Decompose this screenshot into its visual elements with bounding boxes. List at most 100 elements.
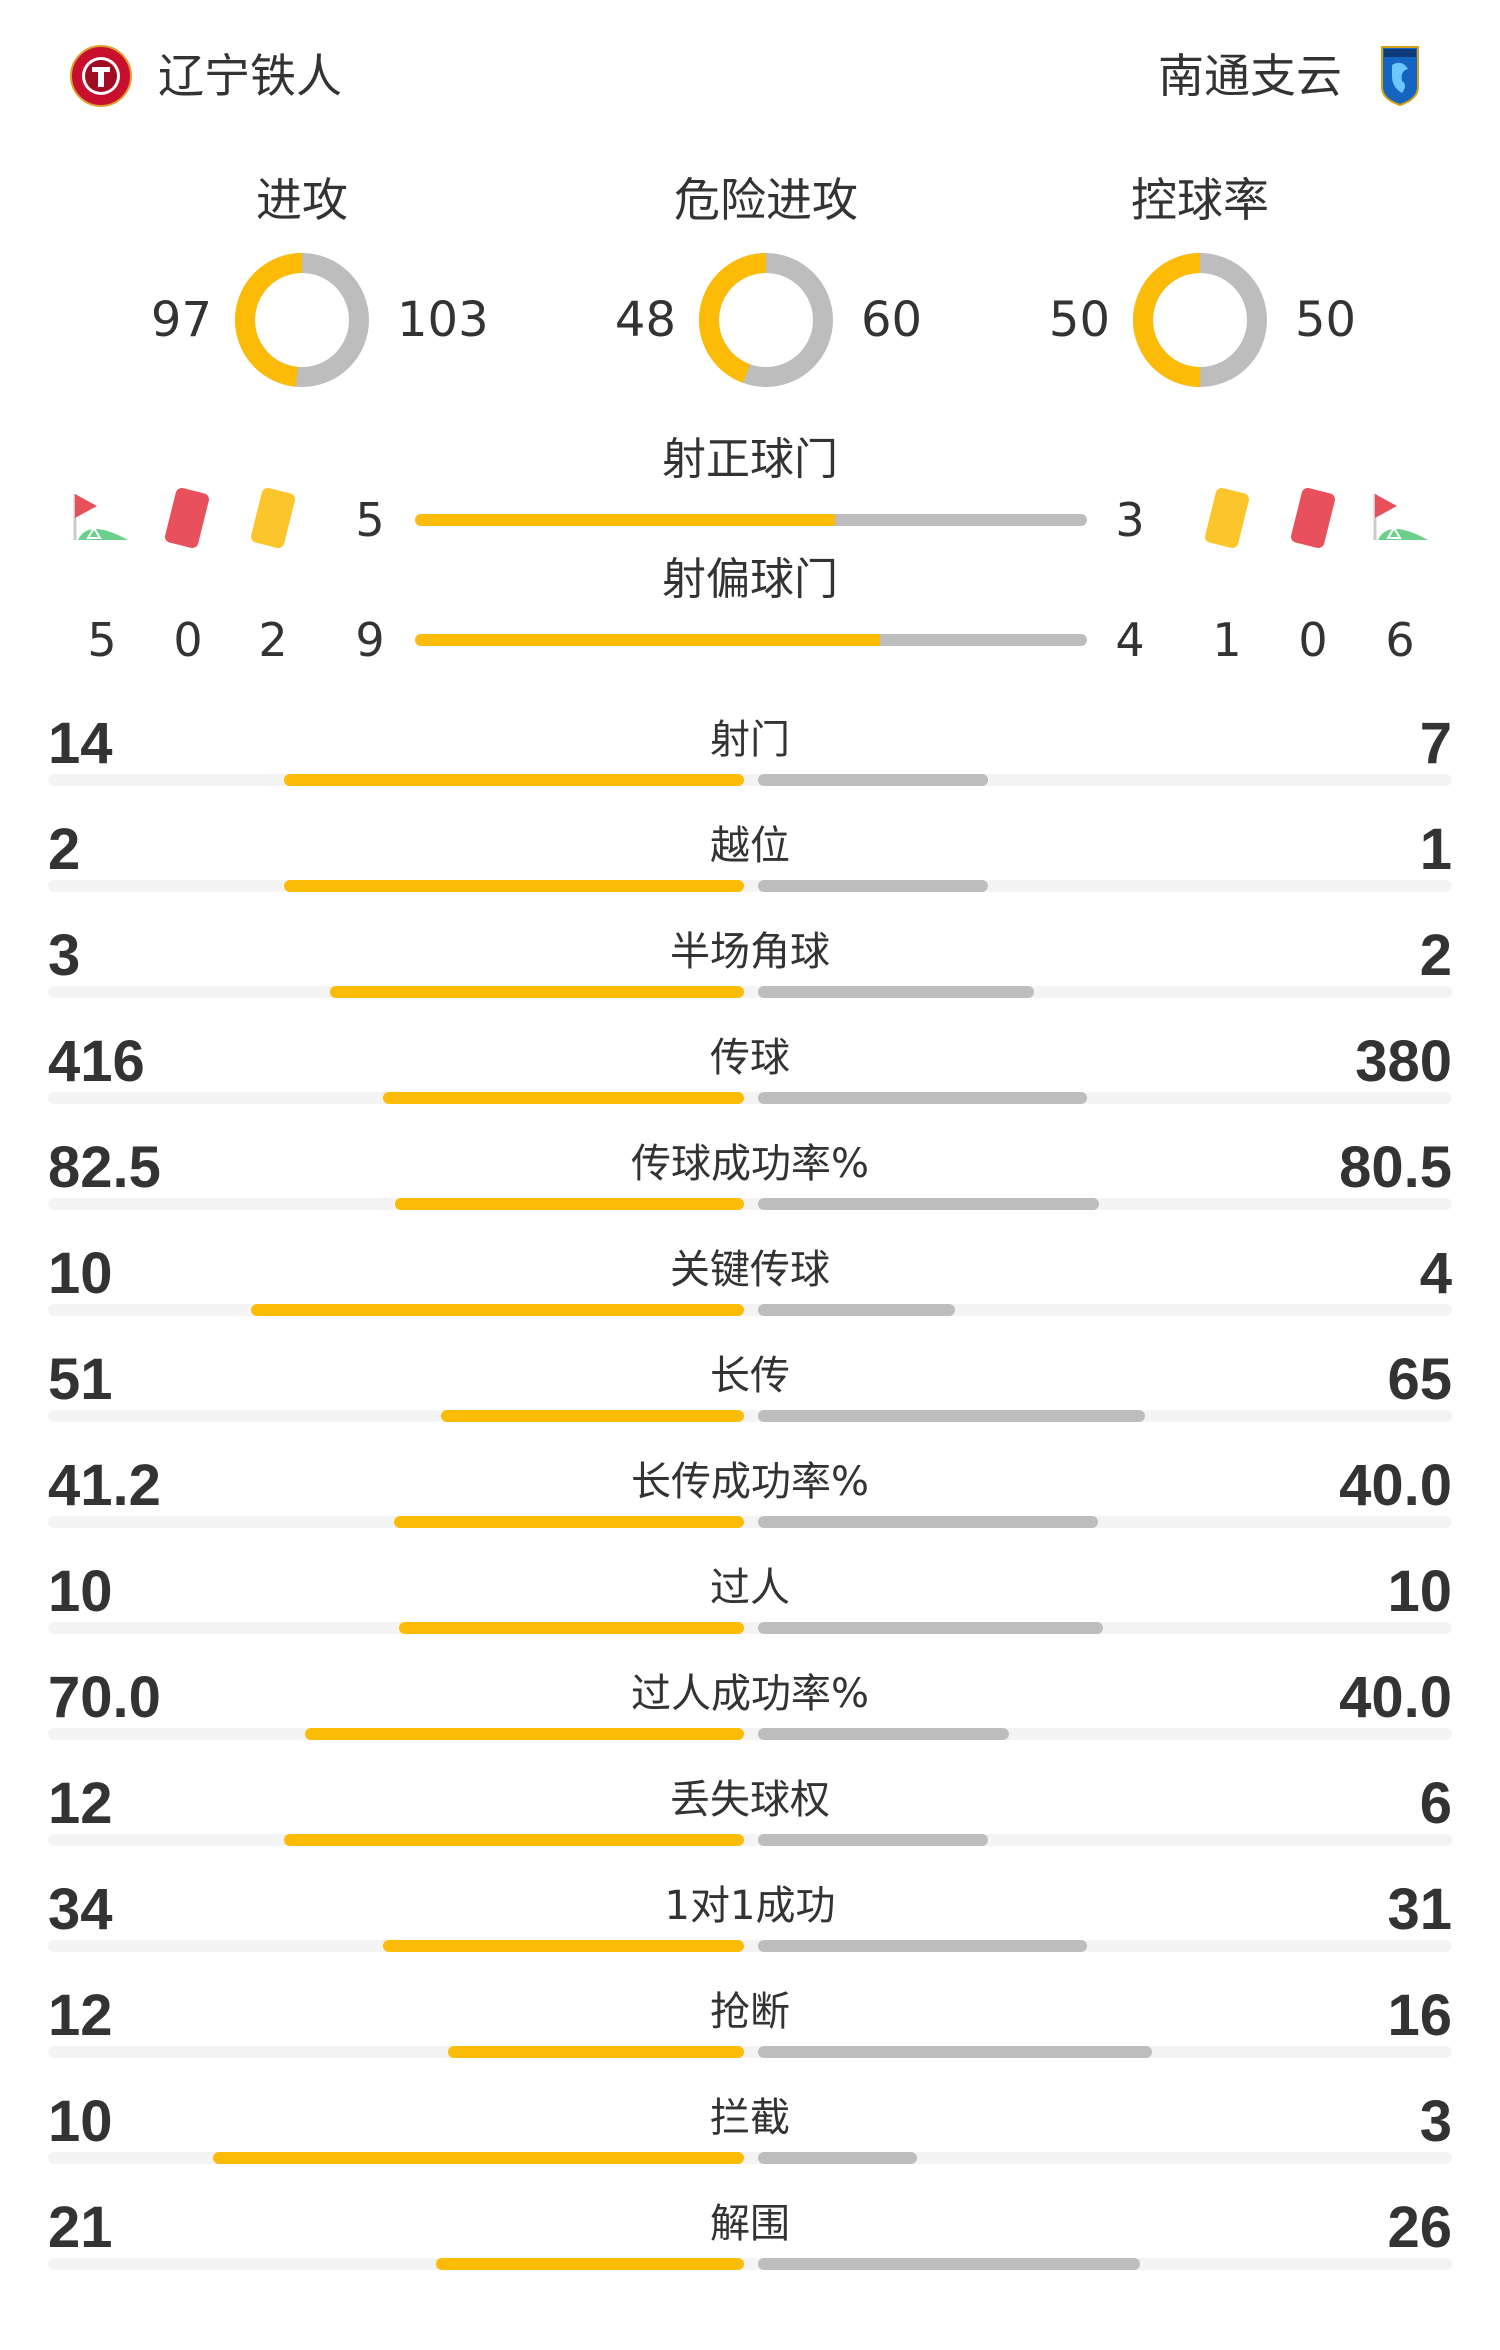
- stat-label: 抢断: [710, 1989, 790, 2035]
- stat-away-value: 31: [1387, 1877, 1452, 1942]
- stat-away-bar: [758, 1622, 1103, 1634]
- stat-label: 丢失球权: [670, 1777, 830, 1823]
- donut-home-value: 97: [150, 292, 212, 348]
- stat-away-value: 1: [1419, 817, 1452, 882]
- stat-home-value: 10: [48, 2089, 113, 2154]
- stat-home-value: 10: [48, 1241, 113, 1306]
- donut-home-value: 50: [1048, 292, 1110, 348]
- stat-home-bar: [399, 1622, 744, 1634]
- away-yellow-cards: 1: [1212, 613, 1242, 667]
- stat-label: 射门: [710, 717, 790, 763]
- stat-track: [48, 1834, 1452, 1846]
- stat-away-value: 3: [1419, 2089, 1452, 2154]
- donut-label: 危险进攻: [674, 173, 858, 227]
- shots-on-target-label: 射正球门: [662, 434, 838, 485]
- home-yellow-cards: 2: [258, 613, 288, 667]
- stat-home-value: 51: [48, 1347, 113, 1412]
- stat-track: [48, 1728, 1452, 1740]
- shots-off-target-home: 9: [355, 613, 385, 667]
- stat-home-value: 2: [48, 817, 81, 882]
- stat-home-bar: [284, 880, 744, 892]
- stat-home-value: 416: [48, 1029, 145, 1094]
- red-card-icon: [1289, 486, 1337, 550]
- stat-away-value: 40.0: [1339, 1665, 1452, 1730]
- stat-away-bar: [758, 1834, 988, 1846]
- stat-label: 越位: [710, 823, 790, 869]
- stat-home-value: 14: [48, 711, 113, 776]
- donut-home-arc: [699, 253, 833, 387]
- stat-away-bar: [758, 1516, 1098, 1528]
- stat-away-value: 80.5: [1339, 1135, 1452, 1200]
- stat-home-value: 41.2: [48, 1453, 161, 1518]
- stat-home-value: 12: [48, 1983, 113, 2048]
- stat-away-bar: [758, 2258, 1140, 2270]
- stat-label: 关键传球: [670, 1247, 830, 1293]
- stat-label: 传球: [710, 1035, 790, 1081]
- stat-home-bar: [284, 774, 744, 786]
- stat-away-bar: [758, 1092, 1088, 1104]
- stat-away-value: 26: [1387, 2195, 1452, 2260]
- stat-label: 过人: [710, 1565, 790, 1611]
- donut-home-value: 48: [614, 292, 676, 348]
- stat-away-bar: [758, 880, 988, 892]
- stat-label: 解围: [710, 2201, 790, 2247]
- away-team-name: 南通支云: [1158, 49, 1342, 103]
- stat-label: 长传成功率%: [630, 1459, 869, 1505]
- stat-away-bar: [758, 1940, 1088, 1952]
- stat-home-bar: [440, 1410, 744, 1422]
- stat-away-value: 2: [1419, 923, 1452, 988]
- stat-track: [48, 1516, 1452, 1528]
- stat-label: 拦截: [710, 2095, 790, 2141]
- stat-away-value: 7: [1419, 711, 1452, 776]
- stat-home-bar: [304, 1728, 744, 1740]
- stat-label: 过人成功率%: [630, 1671, 869, 1717]
- donut-chart: [235, 253, 369, 387]
- stat-home-bar: [330, 986, 744, 998]
- stat-away-bar: [758, 1410, 1145, 1422]
- stat-home-bar: [213, 2152, 744, 2164]
- stat-home-bar: [393, 1516, 744, 1528]
- corner-flag-icon: [1372, 492, 1430, 546]
- away-corners: 6: [1385, 613, 1415, 667]
- stat-home-value: 12: [48, 1771, 113, 1836]
- stat-away-bar: [758, 1728, 1009, 1740]
- shots-on-target-bar: [415, 514, 1087, 526]
- stat-home-bar: [251, 1304, 744, 1316]
- away-team-logo: [1380, 45, 1420, 107]
- home-corners: 5: [87, 613, 117, 667]
- stat-away-value: 16: [1387, 1983, 1452, 2048]
- donut-away-value: 60: [861, 292, 923, 348]
- stat-home-bar: [448, 2046, 744, 2058]
- shots-off-target-home-fill: [415, 634, 881, 646]
- stat-away-bar: [758, 2046, 1153, 2058]
- stat-label: 长传: [710, 1353, 790, 1399]
- stat-home-value: 70.0: [48, 1665, 161, 1730]
- stat-away-bar: [758, 1198, 1099, 1210]
- stat-track: [48, 2046, 1452, 2058]
- stat-track: [48, 986, 1452, 998]
- stat-home-value: 10: [48, 1559, 113, 1624]
- stat-track: [48, 2258, 1452, 2270]
- stat-track: [48, 1198, 1452, 1210]
- stat-label: 传球成功率%: [630, 1141, 869, 1187]
- stat-home-value: 3: [48, 923, 81, 988]
- donut-chart: [699, 253, 833, 387]
- stat-away-bar: [758, 2152, 918, 2164]
- yellow-card-icon: [1203, 486, 1251, 550]
- home-team-logo: [70, 45, 132, 107]
- shots-off-target-label: 射偏球门: [662, 554, 838, 605]
- stat-track: [48, 1410, 1452, 1422]
- stat-track: [48, 880, 1452, 892]
- stat-track: [48, 1622, 1452, 1634]
- stat-track: [48, 774, 1452, 786]
- shots-on-target-away: 3: [1115, 493, 1145, 547]
- corner-flag-icon: [72, 492, 130, 546]
- stat-away-value: 4: [1419, 1241, 1452, 1306]
- red-card-icon: [163, 486, 211, 550]
- stat-away-value: 10: [1387, 1559, 1452, 1624]
- stat-away-value: 40.0: [1339, 1453, 1452, 1518]
- stat-home-bar: [394, 1198, 744, 1210]
- stat-home-bar: [435, 2258, 744, 2270]
- stat-home-value: 34: [48, 1877, 113, 1942]
- stat-away-bar: [758, 1304, 956, 1316]
